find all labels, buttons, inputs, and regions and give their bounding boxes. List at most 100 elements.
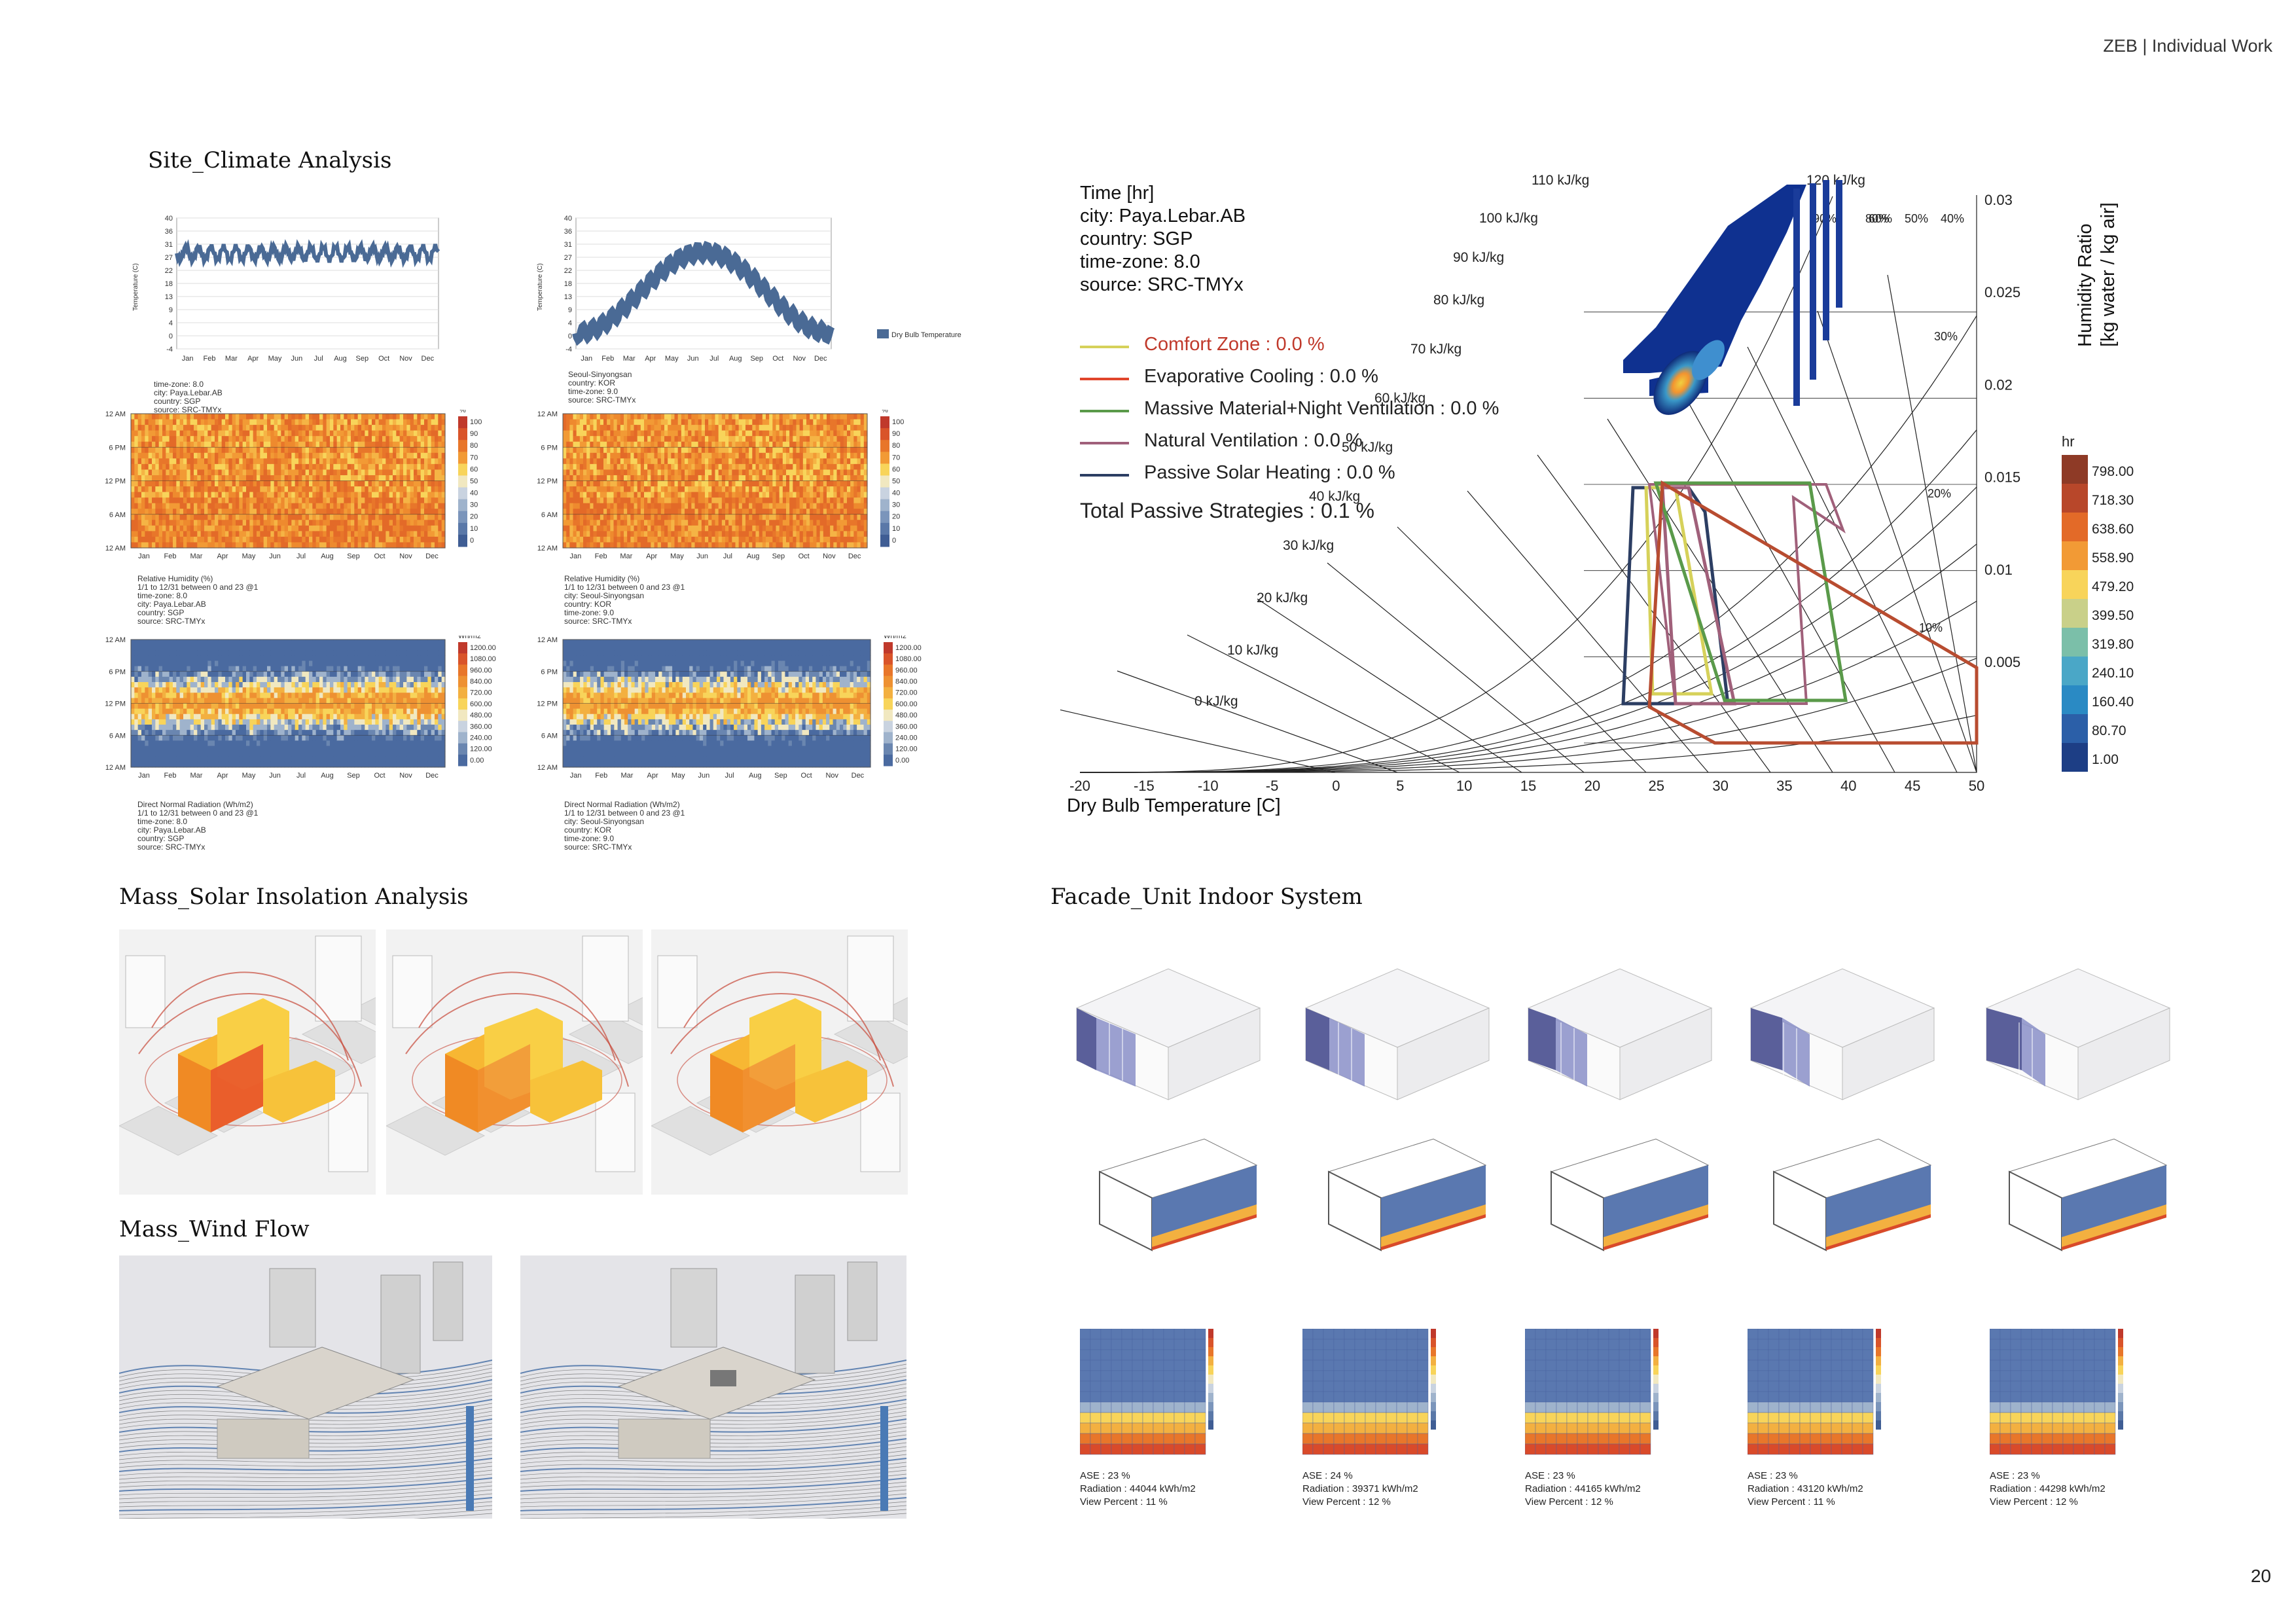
legend-swatch	[2062, 714, 2088, 743]
rh-caption-left: Relative Humidity (%) 1/1 to 12/31 betwee…	[137, 574, 259, 626]
temp-ytick: 9	[169, 306, 173, 314]
psychro-xtick: 20	[1585, 778, 1600, 794]
facade-unit-caption: ASE : 23 % Radiation : 43120 kWh/m2 View P…	[1748, 1470, 1863, 1509]
temp-ytick: 31	[564, 241, 572, 249]
heatmap-scale-tick: 240.00	[895, 734, 918, 742]
psychro-enthalpy: 100 kJ/kg	[1479, 211, 1538, 226]
facade-unit-render	[1509, 949, 1725, 1113]
strategy-label: Comfort Zone : 0.0 %	[1144, 334, 1325, 355]
psychro-ytick: 0.02	[1984, 376, 2013, 393]
temp-xtick: Dec	[814, 355, 827, 363]
temp-xtick: Sep	[750, 355, 763, 363]
facade-ase: ASE : 23 %	[1990, 1470, 2040, 1481]
legend-swatch	[2062, 743, 2088, 772]
psychro-info: Time [hr] city: Paya.Lebar.AB country: SGP…	[1080, 183, 1246, 295]
rad-heatmap-singapore: 12 AM 6 PM 12 PM 6 AM 12 AM Jan Feb Mar Apr May Ju…	[105, 636, 496, 780]
heatmap-month-tick: Mar	[620, 772, 633, 780]
heatmap-scale-tick: 480.00	[470, 712, 492, 719]
heatmap-time-tick: 12 AM	[105, 764, 126, 772]
heatmap-month-tick: Jun	[269, 552, 281, 560]
heatmap-month-tick: Jan	[138, 772, 150, 780]
psychro-xtick: -20	[1069, 778, 1090, 794]
temp-ytick: 9	[568, 306, 572, 314]
temp-xtick: Apr	[247, 355, 259, 363]
psychro-enthalpy: 70 kJ/kg	[1410, 342, 1462, 357]
heatmap-month-tick: Apr	[646, 552, 657, 560]
psychro-xtick: 15	[1520, 778, 1536, 794]
facade-unit-caption: ASE : 24 % Radiation : 39371 kWh/m2 View P…	[1302, 1470, 1418, 1509]
heatmap-scale-tick: 40	[470, 490, 478, 497]
facade-view: View Percent : 11 %	[1080, 1496, 1168, 1507]
heatmap-scale-tick: 70	[470, 454, 478, 461]
heatmap-time-tick: 6 PM	[541, 444, 558, 452]
temp-xtick: Jun	[291, 355, 302, 363]
rh-caption-right: Relative Humidity (%) 1/1 to 12/31 betwee…	[564, 574, 685, 626]
heatmap-month-tick: Oct	[798, 552, 810, 560]
heatmap-month-tick: Dec	[425, 772, 439, 780]
facade-unit-heatmap	[1524, 1328, 1669, 1463]
heatmap-time-tick: 12 AM	[537, 545, 558, 552]
legend-swatch	[2062, 628, 2088, 657]
psychro-enthalpy: 120 kJ/kg	[1806, 173, 1865, 188]
heatmap-month-tick: Sep	[347, 772, 360, 780]
heatmap-month-tick: Jun	[696, 552, 708, 560]
temp-ytick: 36	[165, 228, 173, 236]
heatmap-month-tick: Dec	[852, 772, 865, 780]
psychro-xtick: 5	[1396, 778, 1404, 794]
temp-ytick: 13	[564, 293, 572, 301]
heatmap-scale-tick: 50	[470, 477, 478, 485]
legend-value: 558.90	[2092, 550, 2134, 566]
temp-xtick: Nov	[399, 355, 412, 363]
psychro-rh: 60%	[1869, 212, 1892, 225]
temp-caption-left: time-zone: 8.0 city: Paya.Lebar.AB country…	[154, 380, 223, 414]
heatmap-month-tick: Jan	[138, 552, 150, 560]
heatmap-month-tick: Apr	[647, 772, 658, 780]
header-project: ZEB	[2103, 36, 2138, 56]
psychro-enthalpy: 20 kJ/kg	[1257, 590, 1308, 605]
temp-ytick: 4	[169, 319, 173, 327]
heatmap-month-tick: May	[242, 552, 256, 560]
psychro-xtick: -15	[1134, 778, 1155, 794]
heatmap-scale-tick: 90	[470, 430, 478, 438]
temp-xtick: Feb	[204, 355, 216, 363]
solar-tile	[119, 929, 376, 1195]
psychro-ytick: 0.01	[1984, 562, 2013, 578]
heatmap-month-tick: Sep	[774, 772, 787, 780]
temp-ytick: -4	[166, 346, 173, 353]
legend-value: 399.50	[2092, 608, 2134, 623]
heatmap-scale-tick: 100	[470, 418, 482, 426]
facade-unit-caption: ASE : 23 % Radiation : 44044 kWh/m2 View P…	[1080, 1470, 1196, 1509]
psychro-xtick: 30	[1712, 778, 1728, 794]
facade-ase: ASE : 23 %	[1748, 1470, 1798, 1481]
legend-value: 80.70	[2092, 723, 2126, 738]
psychro-ylabel-1: Humidity Ratio	[2075, 223, 2096, 347]
heatmap-scale-tick: 0.00	[470, 757, 484, 765]
temp-caption-right: Seoul-Sinyongsan country: KOR time-zone: 9…	[568, 370, 636, 405]
heatmap-time-tick: 12 AM	[537, 410, 558, 418]
temp-ytick: 27	[165, 254, 173, 262]
heatmap-month-tick: Jul	[296, 772, 306, 780]
heatmap-month-tick: Nov	[399, 552, 412, 560]
psychro-rh: 50%	[1905, 212, 1928, 225]
heatmap-time-tick: 6 AM	[109, 732, 126, 740]
temp-xtick: Sep	[356, 355, 369, 363]
psychro-rh: 10%	[1919, 621, 1943, 634]
facade-ase: ASE : 24 %	[1302, 1470, 1353, 1481]
heatmap-month-tick: May	[242, 772, 256, 780]
psychro-enthalpy: 80 kJ/kg	[1433, 293, 1484, 308]
heatmap-month-tick: Feb	[164, 552, 177, 560]
temp-xtick: Jul	[709, 355, 719, 363]
heatmap-scale-tick: 480.00	[895, 712, 918, 719]
heatmap-scale-tick: 1200.00	[895, 644, 922, 652]
facade-radiation: Radiation : 44044 kWh/m2	[1080, 1483, 1196, 1494]
strategy-line	[1080, 474, 1129, 477]
strategy-label: Natural Ventilation : 0.0 %	[1144, 430, 1363, 451]
heatmap-unit: %	[882, 410, 888, 414]
heatmap-month-tick: Feb	[595, 772, 607, 780]
facade-unit-render	[1967, 949, 2183, 1113]
strategy-label: Passive Solar Heating : 0.0 %	[1144, 462, 1395, 483]
psychro-rh: 80%	[1865, 212, 1889, 225]
temp-ytick: -4	[565, 346, 572, 353]
heatmap-scale-tick: 960.00	[470, 666, 492, 674]
